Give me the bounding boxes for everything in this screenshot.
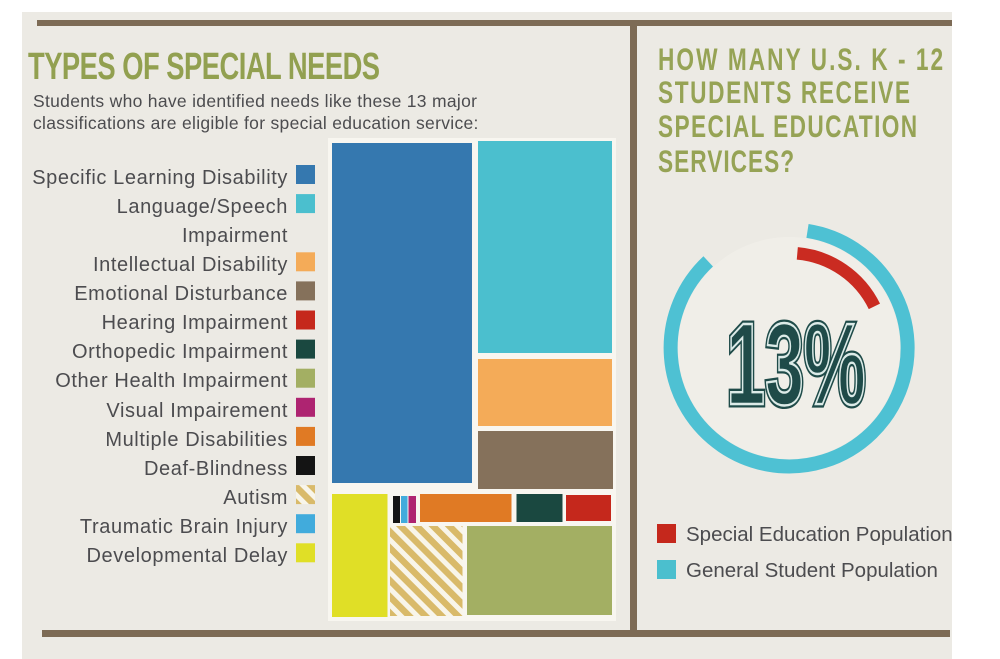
- svg-text:Emotional Disturbance: Emotional Disturbance: [74, 283, 288, 305]
- svg-text:Multiple Disabilities: Multiple Disabilities: [105, 429, 288, 451]
- svg-text:HOW MANY U.S. K - 12: HOW MANY U.S. K - 12: [658, 41, 943, 77]
- svg-text:Intellectual Disability: Intellectual Disability: [93, 254, 288, 276]
- svg-text:Special Education Population: Special Education Population: [686, 523, 953, 546]
- svg-text:Language/Speech: Language/Speech: [117, 196, 288, 218]
- svg-text:Developmental Delay: Developmental Delay: [87, 545, 289, 567]
- svg-text:STUDENTS RECEIVE: STUDENTS RECEIVE: [658, 74, 910, 110]
- svg-text:Impairment: Impairment: [182, 225, 288, 247]
- svg-text:Hearing Impairment: Hearing Impairment: [102, 312, 288, 334]
- svg-text:classifications are eligible f: classifications are eligible for special…: [33, 113, 479, 133]
- svg-text:Specific Learning Disability: Specific Learning Disability: [32, 167, 288, 189]
- svg-text:SPECIAL EDUCATION: SPECIAL EDUCATION: [658, 108, 917, 144]
- svg-text:13%: 13%: [726, 300, 865, 430]
- svg-text:Traumatic Brain Injury: Traumatic Brain Injury: [80, 516, 288, 538]
- svg-text:13%: 13%: [726, 300, 865, 430]
- svg-text:SERVICES?: SERVICES?: [658, 143, 794, 179]
- svg-text:Students who have identified n: Students who have identified needs like …: [33, 91, 477, 111]
- svg-text:Orthopedic Impairment: Orthopedic Impairment: [72, 341, 288, 363]
- svg-text:TYPES OF SPECIAL NEEDS: TYPES OF SPECIAL NEEDS: [28, 46, 380, 88]
- svg-text:Autism: Autism: [223, 487, 288, 509]
- svg-text:Other Health Impairment: Other Health Impairment: [55, 370, 288, 392]
- svg-text:Visual Impairement: Visual Impairement: [106, 400, 288, 422]
- svg-text:Deaf-Blindness: Deaf-Blindness: [144, 458, 288, 480]
- svg-text:General Student Population: General Student Population: [686, 559, 938, 582]
